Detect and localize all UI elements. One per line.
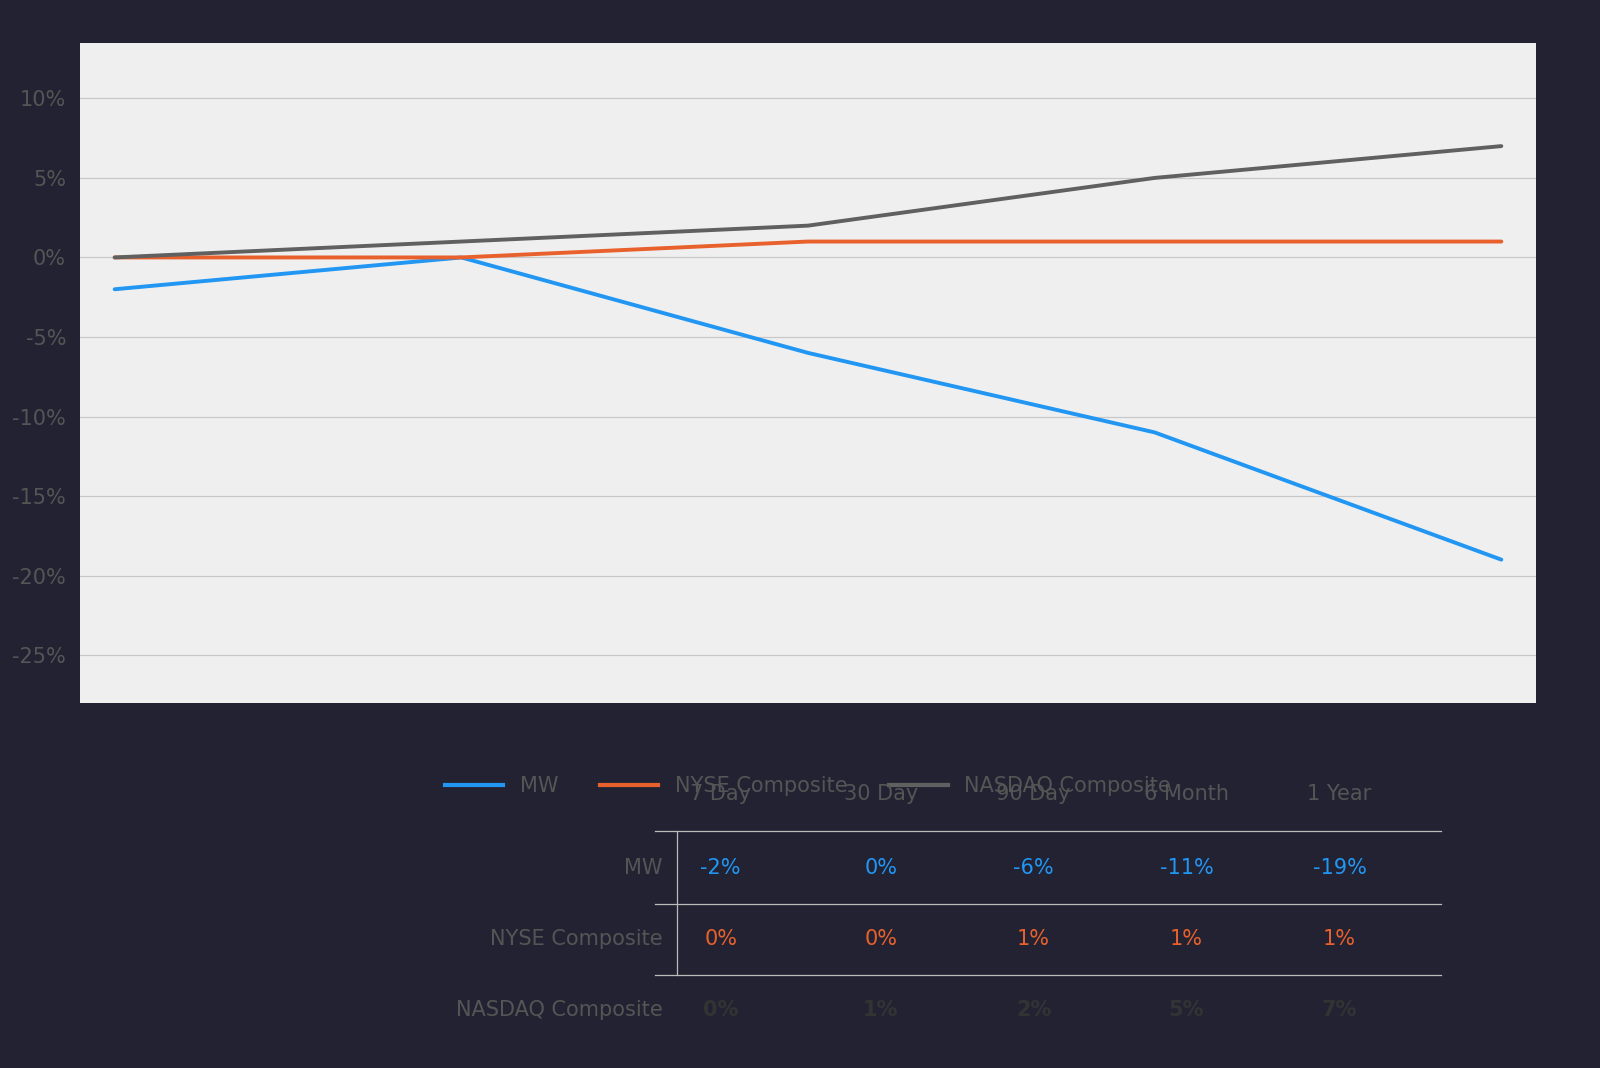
Text: 0%: 0%: [864, 858, 898, 878]
Text: -6%: -6%: [1013, 858, 1054, 878]
Text: 1%: 1%: [862, 1001, 899, 1020]
Text: 7%: 7%: [1322, 1001, 1357, 1020]
Text: -19%: -19%: [1312, 858, 1366, 878]
Text: -2%: -2%: [701, 858, 741, 878]
Text: 1%: 1%: [1323, 929, 1355, 949]
Text: 0%: 0%: [704, 929, 738, 949]
Text: NYSE Composite: NYSE Composite: [490, 929, 662, 949]
Text: 0%: 0%: [864, 929, 898, 949]
Text: 1%: 1%: [1170, 929, 1203, 949]
Text: MW vs: MW vs: [688, 0, 808, 6]
Text: MW: MW: [624, 858, 662, 878]
Text: 1 Year: 1 Year: [1307, 784, 1371, 804]
Text: 6 Month: 6 Month: [1144, 784, 1229, 804]
Text: 30 Day: 30 Day: [843, 784, 918, 804]
Text: 2%: 2%: [1016, 1001, 1051, 1020]
Text: 5%: 5%: [1170, 1001, 1205, 1020]
Text: Index: Index: [808, 0, 912, 6]
Text: NASDAQ Composite: NASDAQ Composite: [456, 1001, 662, 1020]
Text: 1%: 1%: [1018, 929, 1050, 949]
Text: 7 Day: 7 Day: [690, 784, 750, 804]
Text: -11%: -11%: [1160, 858, 1213, 878]
Text: 0%: 0%: [702, 1001, 738, 1020]
Legend: MW, NYSE Composite, NASDAQ Composite: MW, NYSE Composite, NASDAQ Composite: [437, 768, 1179, 804]
Text: 90 Day: 90 Day: [997, 784, 1070, 804]
